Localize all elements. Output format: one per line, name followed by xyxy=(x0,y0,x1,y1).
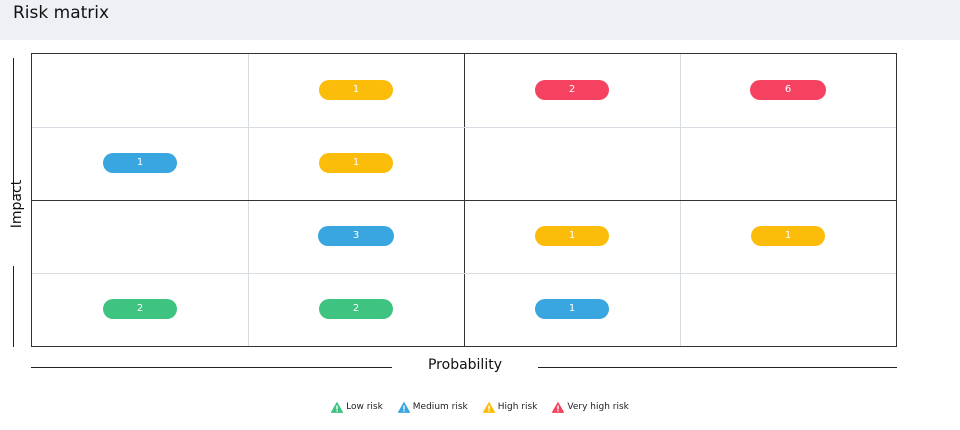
risk-count-pill[interactable]: 1 xyxy=(535,226,609,246)
legend-label: Medium risk xyxy=(412,402,468,412)
legend: Low risk Medium risk High risk Very high ri… xyxy=(0,399,960,415)
x-axis-line-right xyxy=(538,367,897,368)
risk-count-pill[interactable]: 1 xyxy=(319,153,393,173)
risk-count-pill[interactable]: 1 xyxy=(103,153,177,173)
risk-count-pill[interactable]: 2 xyxy=(103,299,177,319)
risk-count-pill[interactable]: 2 xyxy=(535,80,609,100)
risk-count-pill[interactable]: 3 xyxy=(318,226,394,246)
grid-horizontal-line xyxy=(32,273,896,274)
grid-horizontal-line xyxy=(32,127,896,128)
warning-triangle-icon xyxy=(397,401,410,413)
legend-label: High risk xyxy=(497,402,538,412)
risk-count-pill[interactable]: 1 xyxy=(535,299,609,319)
page-header: Risk matrix xyxy=(0,0,960,40)
risk-count-pill[interactable]: 2 xyxy=(319,299,393,319)
x-axis-line-left xyxy=(31,367,392,368)
risk-count-pill[interactable]: 1 xyxy=(751,226,825,246)
legend-item: Low risk xyxy=(331,401,383,413)
legend-item: Very high risk xyxy=(552,401,629,413)
risk-count-pill[interactable]: 1 xyxy=(319,80,393,100)
y-axis-tick xyxy=(13,67,14,72)
legend-item: Medium risk xyxy=(397,401,468,413)
risk-count-pill[interactable]: 6 xyxy=(750,80,826,100)
x-axis-label: Probability xyxy=(427,357,502,373)
y-axis-line-upper xyxy=(13,58,14,200)
warning-triangle-icon xyxy=(552,401,565,413)
legend-label: Very high risk xyxy=(567,402,629,412)
legend-label: Low risk xyxy=(346,402,383,412)
warning-triangle-icon xyxy=(331,401,344,413)
legend-item: High risk xyxy=(482,401,538,413)
grid-horizontal-line xyxy=(32,200,896,201)
y-axis-line-lower xyxy=(13,266,14,347)
page-title: Risk matrix xyxy=(13,3,110,23)
risk-matrix-grid: 1 2 6 1 1 3 1 1 2 2 1 xyxy=(31,53,897,347)
warning-triangle-icon xyxy=(482,401,495,413)
